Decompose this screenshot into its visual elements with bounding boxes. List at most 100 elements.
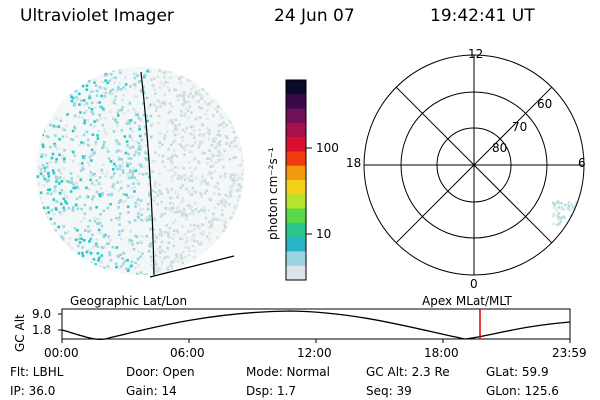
disk-pixel — [169, 143, 173, 147]
polar-pixel — [575, 221, 578, 225]
disk-pixel — [94, 84, 98, 87]
colorbar-stripe — [286, 122, 306, 138]
disk-pixel — [151, 160, 154, 163]
disk-pixel — [232, 173, 235, 177]
disk-pixel — [233, 145, 236, 148]
disk-pixel — [113, 81, 116, 84]
disk-pixel — [54, 160, 58, 164]
disk-pixel — [217, 154, 220, 157]
disk-pixel — [86, 195, 90, 199]
disk-pixel — [107, 242, 110, 245]
disk-pixel — [178, 123, 181, 127]
disk-pixel — [59, 269, 62, 273]
disk-pixel — [91, 112, 95, 116]
disk-pixel — [191, 96, 194, 100]
disk-pixel — [152, 217, 155, 221]
disk-pixel — [85, 250, 89, 254]
disk-pixel — [198, 270, 202, 273]
disk-pixel — [210, 176, 214, 180]
disk-pixel — [87, 225, 90, 228]
disk-pixel — [170, 68, 174, 71]
polar-pixel — [558, 202, 561, 205]
disk-pixel — [57, 271, 60, 274]
disk-pixel — [207, 226, 211, 230]
disk-pixel — [95, 238, 99, 241]
disk-pixel — [181, 174, 185, 178]
altitude-curve — [61, 310, 571, 341]
disk-pixel — [173, 171, 177, 174]
disk-pixel — [236, 204, 240, 207]
disk-pixel — [47, 259, 50, 262]
disk-pixel — [115, 150, 119, 153]
disk-pixel — [51, 93, 54, 97]
disk-pixel — [214, 137, 218, 140]
disk-pixel — [192, 256, 196, 259]
disk-pixel — [134, 169, 138, 172]
disk-pixel — [236, 188, 240, 192]
disk-pixel — [104, 175, 107, 178]
disk-pixel — [167, 207, 170, 211]
polar-pixel — [569, 221, 572, 224]
disk-pixel — [58, 179, 61, 182]
disk-pixel — [74, 89, 78, 93]
disk-pixel — [137, 141, 141, 145]
disk-pixel — [128, 146, 132, 150]
disk-pixel — [39, 172, 43, 176]
disk-pixel — [83, 155, 87, 158]
disk-pixel — [65, 202, 69, 205]
disk-pixel — [173, 166, 177, 169]
disk-pixel — [229, 216, 232, 220]
disk-pixel — [133, 94, 136, 98]
disk-pixel — [133, 83, 136, 86]
disk-pixel — [116, 111, 120, 115]
disk-pixel — [152, 199, 156, 203]
disk-pixel — [134, 234, 137, 238]
disk-pixel — [168, 89, 171, 92]
polar-pixel — [569, 220, 572, 223]
disk-pixel — [106, 81, 109, 85]
disk-pixel — [220, 201, 224, 204]
disk-pixel — [240, 145, 244, 148]
disk-pixel — [117, 68, 121, 72]
disk-pixel — [240, 118, 243, 121]
disk-pixel — [184, 214, 188, 217]
disk-pixel — [203, 78, 206, 82]
disk-pixel — [81, 155, 85, 158]
lat-label-70: 70 — [512, 120, 528, 134]
disk-pixel — [78, 82, 81, 85]
disk-pixel — [231, 87, 234, 90]
disk-pixel — [158, 172, 161, 176]
disk-pixel — [238, 136, 241, 139]
disk-pixel — [200, 180, 204, 183]
disk-pixel — [160, 143, 164, 147]
disk-pixel — [48, 223, 52, 227]
disk-pixel — [61, 86, 65, 89]
disk-pixel — [243, 196, 244, 199]
disk-pixel — [74, 186, 78, 190]
disk-pixel — [179, 81, 183, 85]
disk-pixel — [174, 211, 177, 214]
disk-pixel — [137, 250, 141, 253]
disk-pixel — [134, 72, 137, 75]
disk-pixel — [102, 109, 106, 113]
disk-pixel — [180, 75, 184, 78]
disk-pixel — [55, 177, 59, 180]
disk-pixel — [119, 71, 122, 75]
disk-pixel — [134, 261, 137, 265]
disk-pixel — [139, 119, 142, 123]
disk-pixel — [190, 87, 193, 91]
disk-pixel — [101, 96, 105, 100]
disk-pixel — [166, 266, 170, 269]
disk-pixel — [45, 216, 48, 220]
disk-pixel — [176, 133, 180, 136]
disk-pixel — [88, 240, 91, 243]
disk-pixel — [196, 224, 200, 228]
disk-pixel — [116, 89, 119, 93]
disk-pixel — [142, 102, 145, 105]
disk-pixel — [190, 71, 194, 74]
disk-pixel — [107, 157, 111, 160]
disk-pixel — [64, 274, 68, 275]
disk-pixel — [233, 239, 237, 243]
disk-pixel — [194, 207, 198, 211]
disk-pixel — [98, 194, 102, 198]
